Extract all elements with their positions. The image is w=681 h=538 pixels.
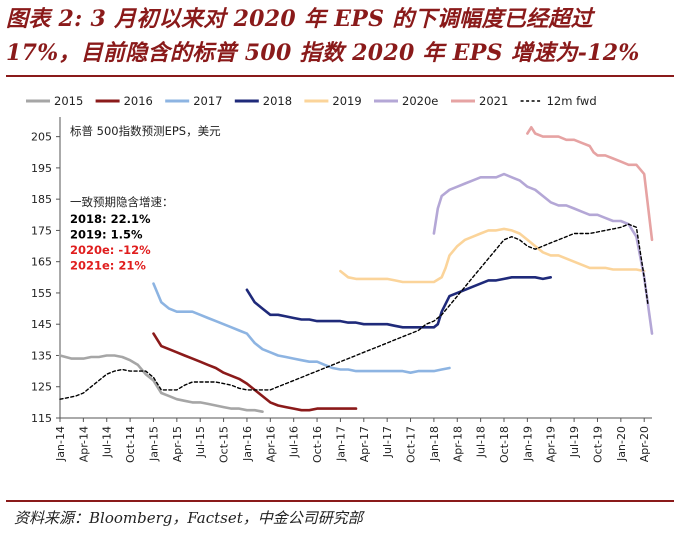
x-tick-label: Apr-17 [358, 426, 371, 462]
y-tick-label: 155 [31, 287, 52, 300]
x-tick-label: Jan-16 [241, 426, 254, 462]
series-line-2016 [152, 332, 358, 412]
legend-label-2017: 2017 [193, 94, 222, 108]
y-tick-label: 115 [31, 412, 52, 425]
x-tick-label: Jan-18 [428, 426, 441, 462]
legend-label-2020e: 2020e [402, 94, 438, 108]
series-line-2021 [526, 126, 654, 242]
series-line-2020e [432, 172, 654, 335]
x-tick-label: Apr-20 [638, 426, 651, 462]
legend-label-2021: 2021 [479, 94, 508, 108]
chart-title: 图表 2: 3 月初以来对 2020 年 EPS 的下调幅度已经超过 17%，目… [6, 2, 676, 70]
y-tick-label: 185 [31, 193, 52, 206]
x-tick-label: Jul-16 [288, 426, 301, 458]
implied-growth-line: 2019: 1.5% [70, 228, 143, 242]
legend-label-12m-fwd: 12m fwd [547, 94, 597, 108]
title-line-2: 17%，目前隐含的标普 500 指数 2020 年 EPS 增速为-12% [6, 40, 640, 66]
legend-label-2016: 2016 [124, 94, 153, 108]
series-line-2019 [339, 227, 646, 284]
y-tick-label: 145 [31, 318, 52, 331]
x-tick-label: Apr-15 [171, 426, 184, 462]
title-underline [6, 75, 674, 77]
implied-growth-line: 2018: 22.1% [70, 212, 151, 226]
x-tick-label: Jan-19 [521, 426, 534, 462]
implied-growth-line: 2021e: 21% [70, 259, 146, 273]
x-tick-label: Apr-14 [77, 426, 90, 462]
y-tick-label: 195 [31, 162, 52, 175]
legend-label-2018: 2018 [263, 94, 292, 108]
x-tick-label: Jan-14 [54, 426, 67, 462]
x-tick-label: Jul-18 [475, 426, 488, 458]
x-tick-label: Jan-20 [615, 426, 628, 462]
legend-label-2015: 2015 [54, 94, 83, 108]
legend-label-2019: 2019 [332, 94, 361, 108]
x-tick-label: Oct-18 [498, 426, 511, 463]
series-line-2015 [58, 354, 264, 413]
x-tick-label: Jul-14 [101, 426, 114, 458]
y-tick-label: 205 [31, 131, 52, 144]
x-tick-label: Apr-18 [451, 426, 464, 462]
x-tick-label: Jan-17 [334, 426, 347, 462]
x-tick-label: Oct-15 [218, 426, 231, 463]
x-tick-label: Oct-14 [124, 426, 137, 463]
series-line-2017 [152, 282, 451, 374]
unit-label: 标普 500指数预测EPS，美元 [70, 124, 221, 138]
source-footnote: 资料来源：Bloomberg，Factset，中金公司研究部 [14, 509, 363, 527]
x-tick-label: Jul-17 [381, 426, 394, 458]
implied-growth-line: 2020e: -12% [70, 243, 151, 257]
x-tick-label: Apr-19 [545, 426, 558, 462]
y-tick-label: 125 [31, 381, 52, 394]
series-line-2018 [245, 276, 552, 329]
y-tick-label: 175 [31, 224, 52, 237]
x-tick-label: Jan-15 [147, 426, 160, 462]
x-tick-label: Oct-16 [311, 426, 324, 463]
x-tick-label: Oct-19 [591, 426, 604, 463]
y-tick-label: 165 [31, 256, 52, 269]
x-tick-label: Oct-17 [405, 426, 418, 463]
x-tick-label: Jul-19 [568, 426, 581, 458]
x-tick-label: Apr-16 [264, 426, 277, 462]
x-tick-label: Jul-15 [194, 426, 207, 458]
title-line-1: 图表 2: 3 月初以来对 2020 年 EPS 的下调幅度已经超过 [6, 6, 593, 32]
footer-rule [6, 500, 674, 502]
y-tick-label: 135 [31, 349, 52, 362]
implied-growth-title: 一致预期隐含增速： [70, 195, 174, 209]
